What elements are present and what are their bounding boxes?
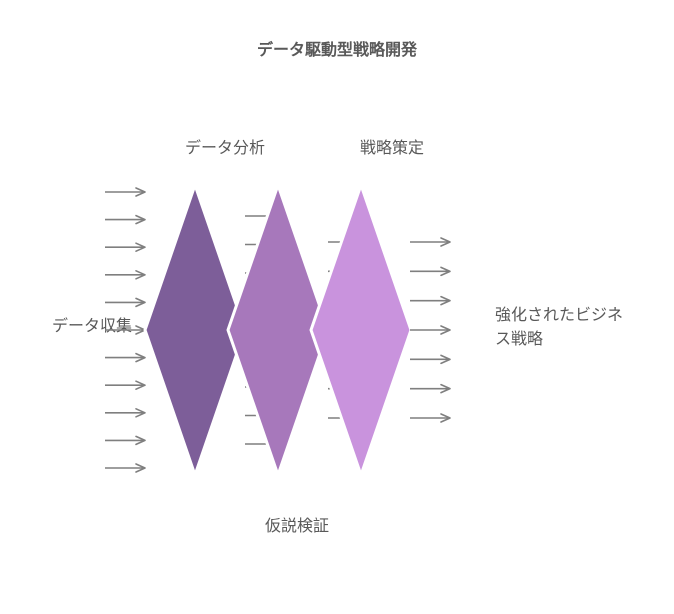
flow-diagram: [0, 0, 674, 614]
